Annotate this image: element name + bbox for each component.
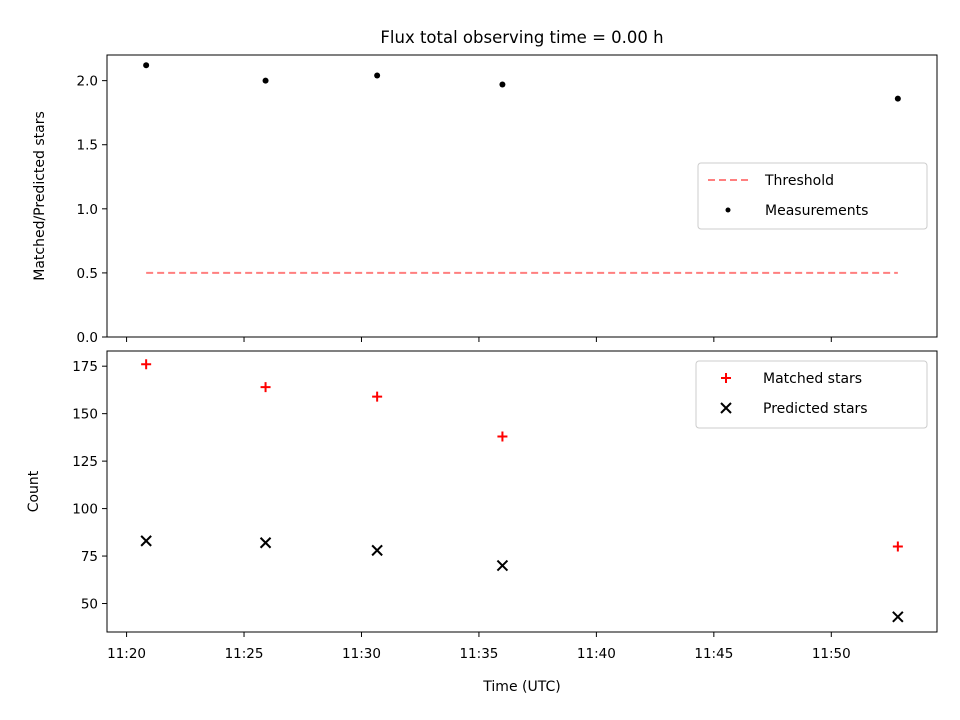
y-tick-label: 0.5: [77, 266, 98, 282]
y-tick-label: 1.5: [77, 138, 98, 154]
data-point: [260, 382, 271, 393]
axes-frame: [106, 350, 938, 633]
x-tick-label: 11:50: [812, 646, 851, 662]
legend-label: Measurements: [765, 203, 868, 219]
x-tick-label: 11:25: [225, 646, 264, 662]
y-tick-label: 150: [72, 407, 98, 423]
data-point: [259, 537, 272, 549]
axes-2: 50 75 100 125 150 175 11:20 11:25 11:30 11:35 11:4…: [26, 350, 938, 695]
x-tick-label: 11:35: [459, 646, 498, 662]
series-predicted-stars: [140, 535, 904, 623]
data-point: [372, 391, 383, 402]
y-tick-label: 100: [72, 502, 98, 518]
y-axis-label: Matched/Predicted stars: [32, 111, 48, 281]
legend-label: Matched stars: [763, 371, 862, 387]
legend: Matched stars Predicted stars: [695, 360, 928, 429]
y-axis-label: Count: [26, 470, 42, 512]
data-point: [894, 95, 901, 102]
data-point: [141, 359, 152, 370]
data-point: [497, 431, 508, 442]
y-tick-label: 0.0: [77, 330, 98, 346]
y-tick-label: 1.0: [77, 202, 98, 218]
x-axis-label: Time (UTC): [482, 679, 560, 695]
legend-label: Predicted stars: [763, 401, 868, 417]
data-point: [892, 541, 903, 552]
x-tick-label: 11:20: [107, 646, 146, 662]
chart-title: Flux total observing time = 0.00 h: [380, 28, 663, 47]
series-matched-stars: [141, 359, 903, 552]
series-measurements: [143, 62, 901, 102]
y-tick-label: 125: [72, 454, 98, 470]
data-point: [496, 559, 509, 572]
legend-label: Threshold: [764, 173, 834, 189]
data-point: [371, 544, 383, 557]
legend-box: [697, 162, 928, 230]
data-point: [262, 77, 269, 84]
legend-matched-swatch: [721, 373, 731, 383]
axes-1: Flux total observing time = 0.00 h 0.0 0.5…: [32, 28, 938, 346]
data-point: [499, 81, 506, 88]
y-tick-label: 50: [81, 597, 98, 613]
x-tick-label: 11:40: [577, 646, 616, 662]
x-tick-label: 11:30: [342, 646, 381, 662]
legend-measurements-swatch: [725, 207, 731, 213]
data-point: [143, 62, 150, 69]
x-tick-label: 11:45: [694, 646, 733, 662]
data-point: [140, 535, 152, 547]
y-tick-label: 75: [81, 549, 98, 565]
legend: Threshold Measurements: [697, 162, 928, 230]
axes-frame: [106, 54, 938, 338]
y-tick-label: 2.0: [77, 74, 98, 90]
legend-box: [695, 360, 928, 429]
data-point: [374, 72, 381, 79]
legend-predicted-swatch: [720, 402, 732, 414]
y-tick-label: 175: [72, 359, 98, 375]
data-point: [892, 611, 904, 623]
